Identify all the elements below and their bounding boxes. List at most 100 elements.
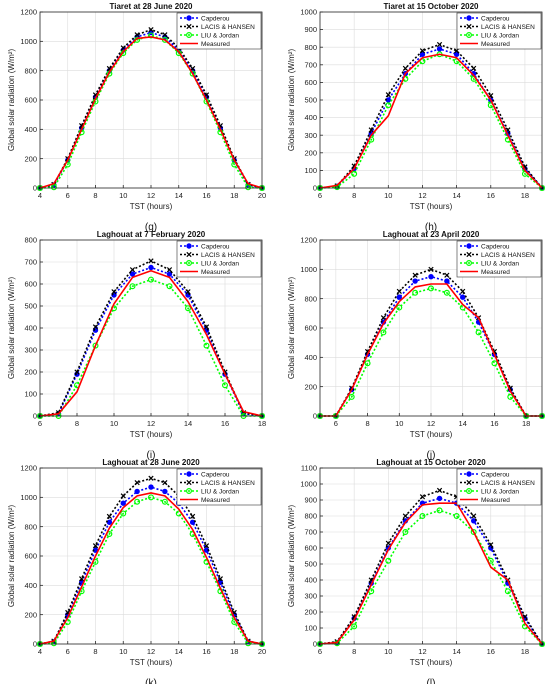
chart-panel-3: 6 8 10 12 14 16 18 0 100 200 300 400 500 600 700 800 Lag… <box>7 230 266 461</box>
legend-label-capderou: Capderou <box>481 15 510 22</box>
x-axis-label: TST (hours) <box>130 430 173 439</box>
legend-marker-liu <box>186 488 193 495</box>
legend-label-measured: Measured <box>481 41 510 48</box>
legend-marker-liu <box>466 260 473 267</box>
data-point-capderou <box>436 495 443 502</box>
series-line-measured <box>319 502 543 645</box>
legend-marker-capderou <box>186 471 192 477</box>
data-point-liu <box>129 283 136 290</box>
data-point-lacis <box>92 543 99 549</box>
legend-label-measured: Measured <box>201 497 230 504</box>
series-line-liu <box>319 53 543 189</box>
data-point-capderou <box>385 97 392 103</box>
data-point-lacis <box>419 494 426 500</box>
chart-panel-1: 4 6 8 10 12 14 16 18 20020040060080010001200Tiar… <box>7 2 266 233</box>
data-point-lacis <box>148 475 154 481</box>
x-tick-label: 12 <box>418 647 426 656</box>
y-tick-label: 400 <box>24 324 37 333</box>
x-tick-label: 12 <box>147 419 155 428</box>
x-tick-label: 8 <box>93 647 97 656</box>
y-tick-label: 300 <box>24 346 37 355</box>
legend-label-measured: Measured <box>201 269 230 276</box>
data-point-lacis <box>402 513 409 519</box>
data-point-liu <box>134 498 141 505</box>
y-tick-label: 1200 <box>20 464 37 473</box>
data-point-lacis <box>162 32 168 38</box>
y-tick-label: 800 <box>24 236 37 245</box>
legend-label-capderou: Capderou <box>481 243 510 250</box>
x-tick-label: 8 <box>93 191 97 200</box>
legend-marker-lacis <box>466 479 472 486</box>
x-tick-label: 6 <box>66 647 70 656</box>
data-point-liu <box>148 32 155 39</box>
x-tick-label: 16 <box>221 419 229 428</box>
legend-label-lacis: LACIS & HANSEN <box>201 24 255 31</box>
y-tick-label: 100 <box>304 166 317 175</box>
y-tick-label: 800 <box>304 43 317 52</box>
data-point-liu <box>491 360 498 367</box>
x-tick-label: 14 <box>175 647 183 656</box>
data-point-liu <box>351 170 358 177</box>
series-line-measured <box>39 36 263 189</box>
y-tick-label: 200 <box>24 610 37 619</box>
data-point-capderou <box>148 484 154 490</box>
y-tick-label: 0 <box>33 640 37 649</box>
y-axis-label: Global solar radiation (W/m²) <box>7 277 16 380</box>
series-measured <box>39 36 263 189</box>
data-point-lacis <box>185 289 191 295</box>
data-point-liu <box>453 512 460 519</box>
data-point-liu <box>92 342 99 349</box>
x-tick-label: 6 <box>318 647 322 656</box>
x-tick-label: 18 <box>521 191 529 200</box>
legend-marker-capderou <box>466 15 472 21</box>
x-tick-label: 18 <box>230 191 238 200</box>
data-point-liu <box>412 289 419 296</box>
y-tick-label: 900 <box>304 25 317 34</box>
x-tick-label: 8 <box>75 419 79 428</box>
data-point-liu <box>120 510 127 517</box>
y-tick-label: 600 <box>24 96 37 105</box>
y-tick-label: 600 <box>24 280 37 289</box>
panel-label: (l) <box>427 678 436 684</box>
series-measured <box>319 53 543 189</box>
data-point-liu <box>396 304 403 311</box>
y-tick-label: 1000 <box>20 37 37 46</box>
legend-label-lacis: LACIS & HANSEN <box>481 252 535 259</box>
y-tick-label: 1000 <box>300 265 317 274</box>
data-point-liu <box>419 512 426 519</box>
y-tick-label: 0 <box>33 412 37 421</box>
x-tick-label: 10 <box>384 647 392 656</box>
legend-marker-liu <box>186 31 193 38</box>
y-tick-label: 1200 <box>20 8 37 17</box>
legend-marker-capderou <box>186 15 192 21</box>
y-tick-label: 1200 <box>300 236 317 245</box>
data-point-liu <box>148 494 155 501</box>
y-tick-label: 900 <box>304 496 317 505</box>
x-tick-label: 18 <box>258 419 266 428</box>
data-point-capderou <box>460 294 466 300</box>
x-tick-label: 6 <box>38 419 42 428</box>
x-tick-label: 14 <box>175 191 183 200</box>
data-point-lacis <box>419 48 426 54</box>
data-point-lacis <box>190 513 196 520</box>
y-tick-label: 700 <box>24 258 37 267</box>
x-tick-label: 14 <box>459 419 467 428</box>
data-point-lacis <box>111 289 117 295</box>
data-point-liu <box>50 184 57 191</box>
y-tick-label: 300 <box>304 131 317 140</box>
data-point-capderou <box>148 264 154 271</box>
legend-label-lacis: LACIS & HANSEN <box>481 480 535 487</box>
data-point-lacis <box>436 41 443 48</box>
data-point-capderou <box>120 500 126 506</box>
data-point-capderou <box>436 46 443 52</box>
legend-label-capderou: Capderou <box>201 15 230 22</box>
x-axis-label: TST (hours) <box>130 658 173 667</box>
data-point-capderou <box>166 271 173 277</box>
data-point-lacis <box>134 32 140 38</box>
data-point-liu <box>351 623 358 630</box>
